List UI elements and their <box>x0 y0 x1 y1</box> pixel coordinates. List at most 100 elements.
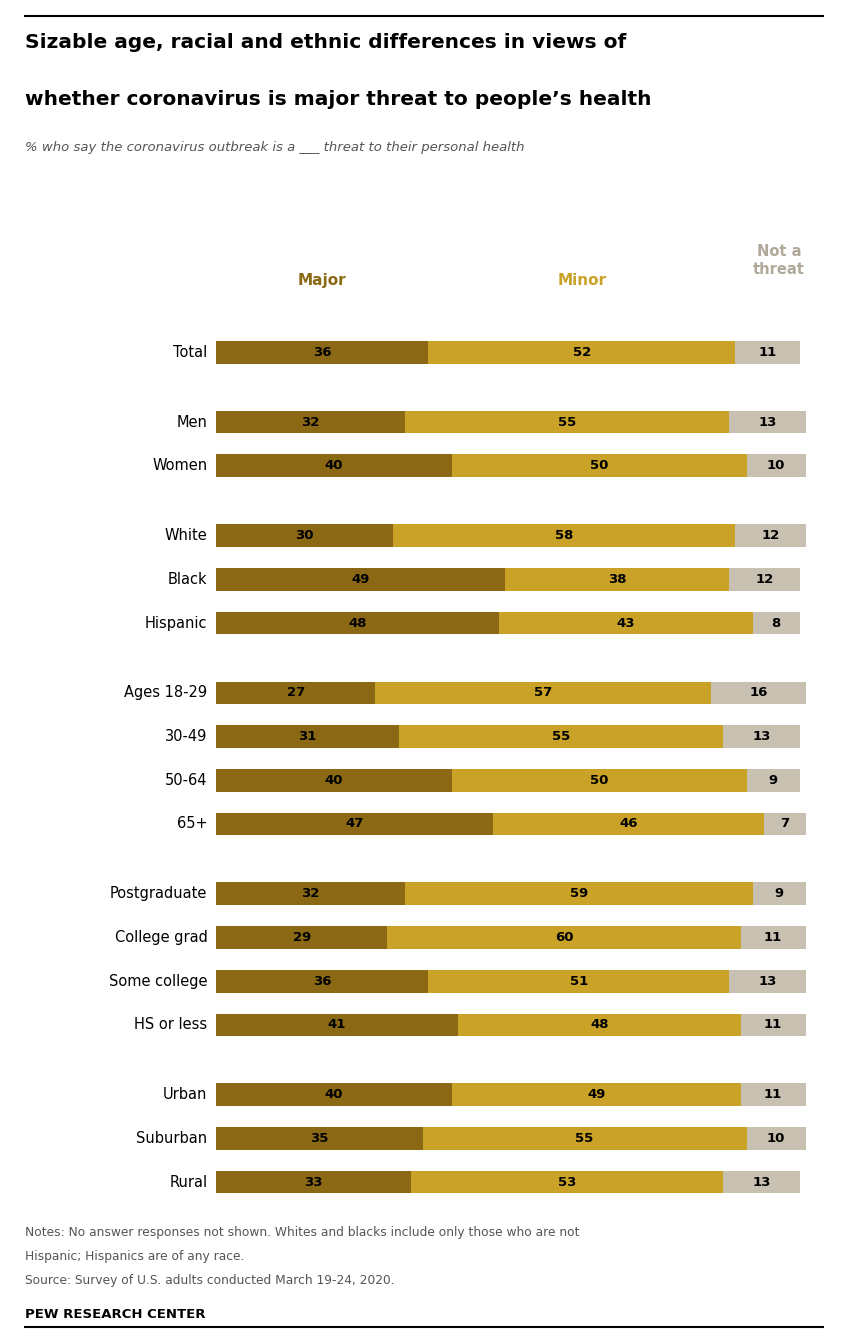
Bar <box>741 1084 806 1106</box>
Text: 50-64: 50-64 <box>165 773 208 788</box>
Text: 11: 11 <box>764 931 783 943</box>
Text: 36: 36 <box>313 346 332 359</box>
Text: 29: 29 <box>293 931 311 943</box>
Bar <box>216 725 399 748</box>
Text: 32: 32 <box>301 415 320 429</box>
Text: Men: Men <box>176 414 208 430</box>
Text: 33: 33 <box>304 1175 323 1189</box>
Text: 36: 36 <box>313 974 332 988</box>
Bar <box>216 568 505 591</box>
Bar <box>729 970 806 993</box>
Text: 38: 38 <box>608 572 627 586</box>
Text: Postgraduate: Postgraduate <box>110 886 208 902</box>
Text: 65+: 65+ <box>176 816 208 831</box>
Bar <box>388 926 741 949</box>
Text: 49: 49 <box>587 1088 605 1101</box>
Text: Major: Major <box>298 273 347 288</box>
Bar <box>505 568 729 591</box>
Text: 60: 60 <box>555 931 573 943</box>
Bar <box>499 611 752 634</box>
Text: 48: 48 <box>349 616 367 630</box>
Text: 52: 52 <box>572 346 591 359</box>
Text: 40: 40 <box>325 1088 343 1101</box>
Text: 48: 48 <box>590 1018 609 1032</box>
Text: % who say the coronavirus outbreak is a ___ threat to their personal health: % who say the coronavirus outbreak is a … <box>25 141 525 154</box>
Text: Ages 18-29: Ages 18-29 <box>125 685 208 701</box>
Text: Women: Women <box>153 458 208 473</box>
Bar <box>216 926 388 949</box>
Text: 46: 46 <box>620 817 638 831</box>
Bar <box>735 524 806 547</box>
Bar <box>216 1171 410 1194</box>
Text: Hispanic; Hispanics are of any race.: Hispanic; Hispanics are of any race. <box>25 1250 245 1264</box>
Bar <box>376 682 711 705</box>
Bar <box>723 1171 800 1194</box>
Text: 11: 11 <box>764 1018 783 1032</box>
Bar <box>746 1127 806 1150</box>
Text: Sizable age, racial and ethnic differences in views of: Sizable age, racial and ethnic differenc… <box>25 34 627 52</box>
Text: Some college: Some college <box>109 974 208 989</box>
Text: 49: 49 <box>351 572 370 586</box>
Bar <box>422 1127 746 1150</box>
Text: 40: 40 <box>325 460 343 472</box>
Text: 10: 10 <box>767 1132 785 1144</box>
Bar <box>216 524 393 547</box>
Bar <box>735 340 800 363</box>
Text: 55: 55 <box>576 1132 594 1144</box>
Bar <box>216 611 499 634</box>
Bar <box>216 883 404 906</box>
Text: PEW RESEARCH CENTER: PEW RESEARCH CENTER <box>25 1308 206 1321</box>
Bar <box>729 410 806 433</box>
Text: 13: 13 <box>758 415 777 429</box>
Text: Rural: Rural <box>170 1175 208 1190</box>
Bar <box>216 410 404 433</box>
Bar <box>410 1171 723 1194</box>
Text: 12: 12 <box>756 572 773 586</box>
Text: 13: 13 <box>752 1175 771 1189</box>
Text: 11: 11 <box>764 1088 783 1101</box>
Bar <box>711 682 806 705</box>
Bar <box>729 568 800 591</box>
Text: Notes: No answer responses not shown. Whites and blacks include only those who a: Notes: No answer responses not shown. Wh… <box>25 1226 580 1240</box>
Text: 50: 50 <box>590 460 609 472</box>
Bar <box>741 1013 806 1036</box>
Bar <box>216 340 428 363</box>
Text: Source: Survey of U.S. adults conducted March 19-24, 2020.: Source: Survey of U.S. adults conducted … <box>25 1274 395 1288</box>
Bar <box>216 1127 422 1150</box>
Bar <box>752 883 806 906</box>
Text: 43: 43 <box>616 616 635 630</box>
Text: 57: 57 <box>534 686 552 699</box>
Text: 30-49: 30-49 <box>165 729 208 744</box>
Text: 16: 16 <box>750 686 767 699</box>
Bar <box>746 454 806 477</box>
Text: Total: Total <box>173 344 208 359</box>
Text: College grad: College grad <box>114 930 208 945</box>
Text: 55: 55 <box>558 415 576 429</box>
Text: 53: 53 <box>558 1175 576 1189</box>
Bar <box>452 1084 741 1106</box>
Bar <box>752 611 800 634</box>
Bar <box>404 883 752 906</box>
Bar <box>216 970 428 993</box>
Text: 13: 13 <box>752 730 771 744</box>
Text: Black: Black <box>168 572 208 587</box>
Text: 41: 41 <box>328 1018 346 1032</box>
Bar <box>741 926 806 949</box>
Bar <box>216 1013 458 1036</box>
Bar <box>216 682 376 705</box>
Bar <box>452 454 746 477</box>
Text: White: White <box>165 528 208 543</box>
Text: 11: 11 <box>758 346 777 359</box>
Bar <box>404 410 729 433</box>
Text: 47: 47 <box>345 817 364 831</box>
Text: 31: 31 <box>298 730 317 744</box>
Text: 55: 55 <box>552 730 570 744</box>
Bar <box>216 1084 452 1106</box>
Text: 12: 12 <box>762 529 779 543</box>
Text: Urban: Urban <box>163 1087 208 1103</box>
Bar <box>399 725 723 748</box>
Text: 30: 30 <box>295 529 314 543</box>
Bar <box>452 769 746 792</box>
Bar <box>428 340 735 363</box>
Bar <box>746 769 800 792</box>
